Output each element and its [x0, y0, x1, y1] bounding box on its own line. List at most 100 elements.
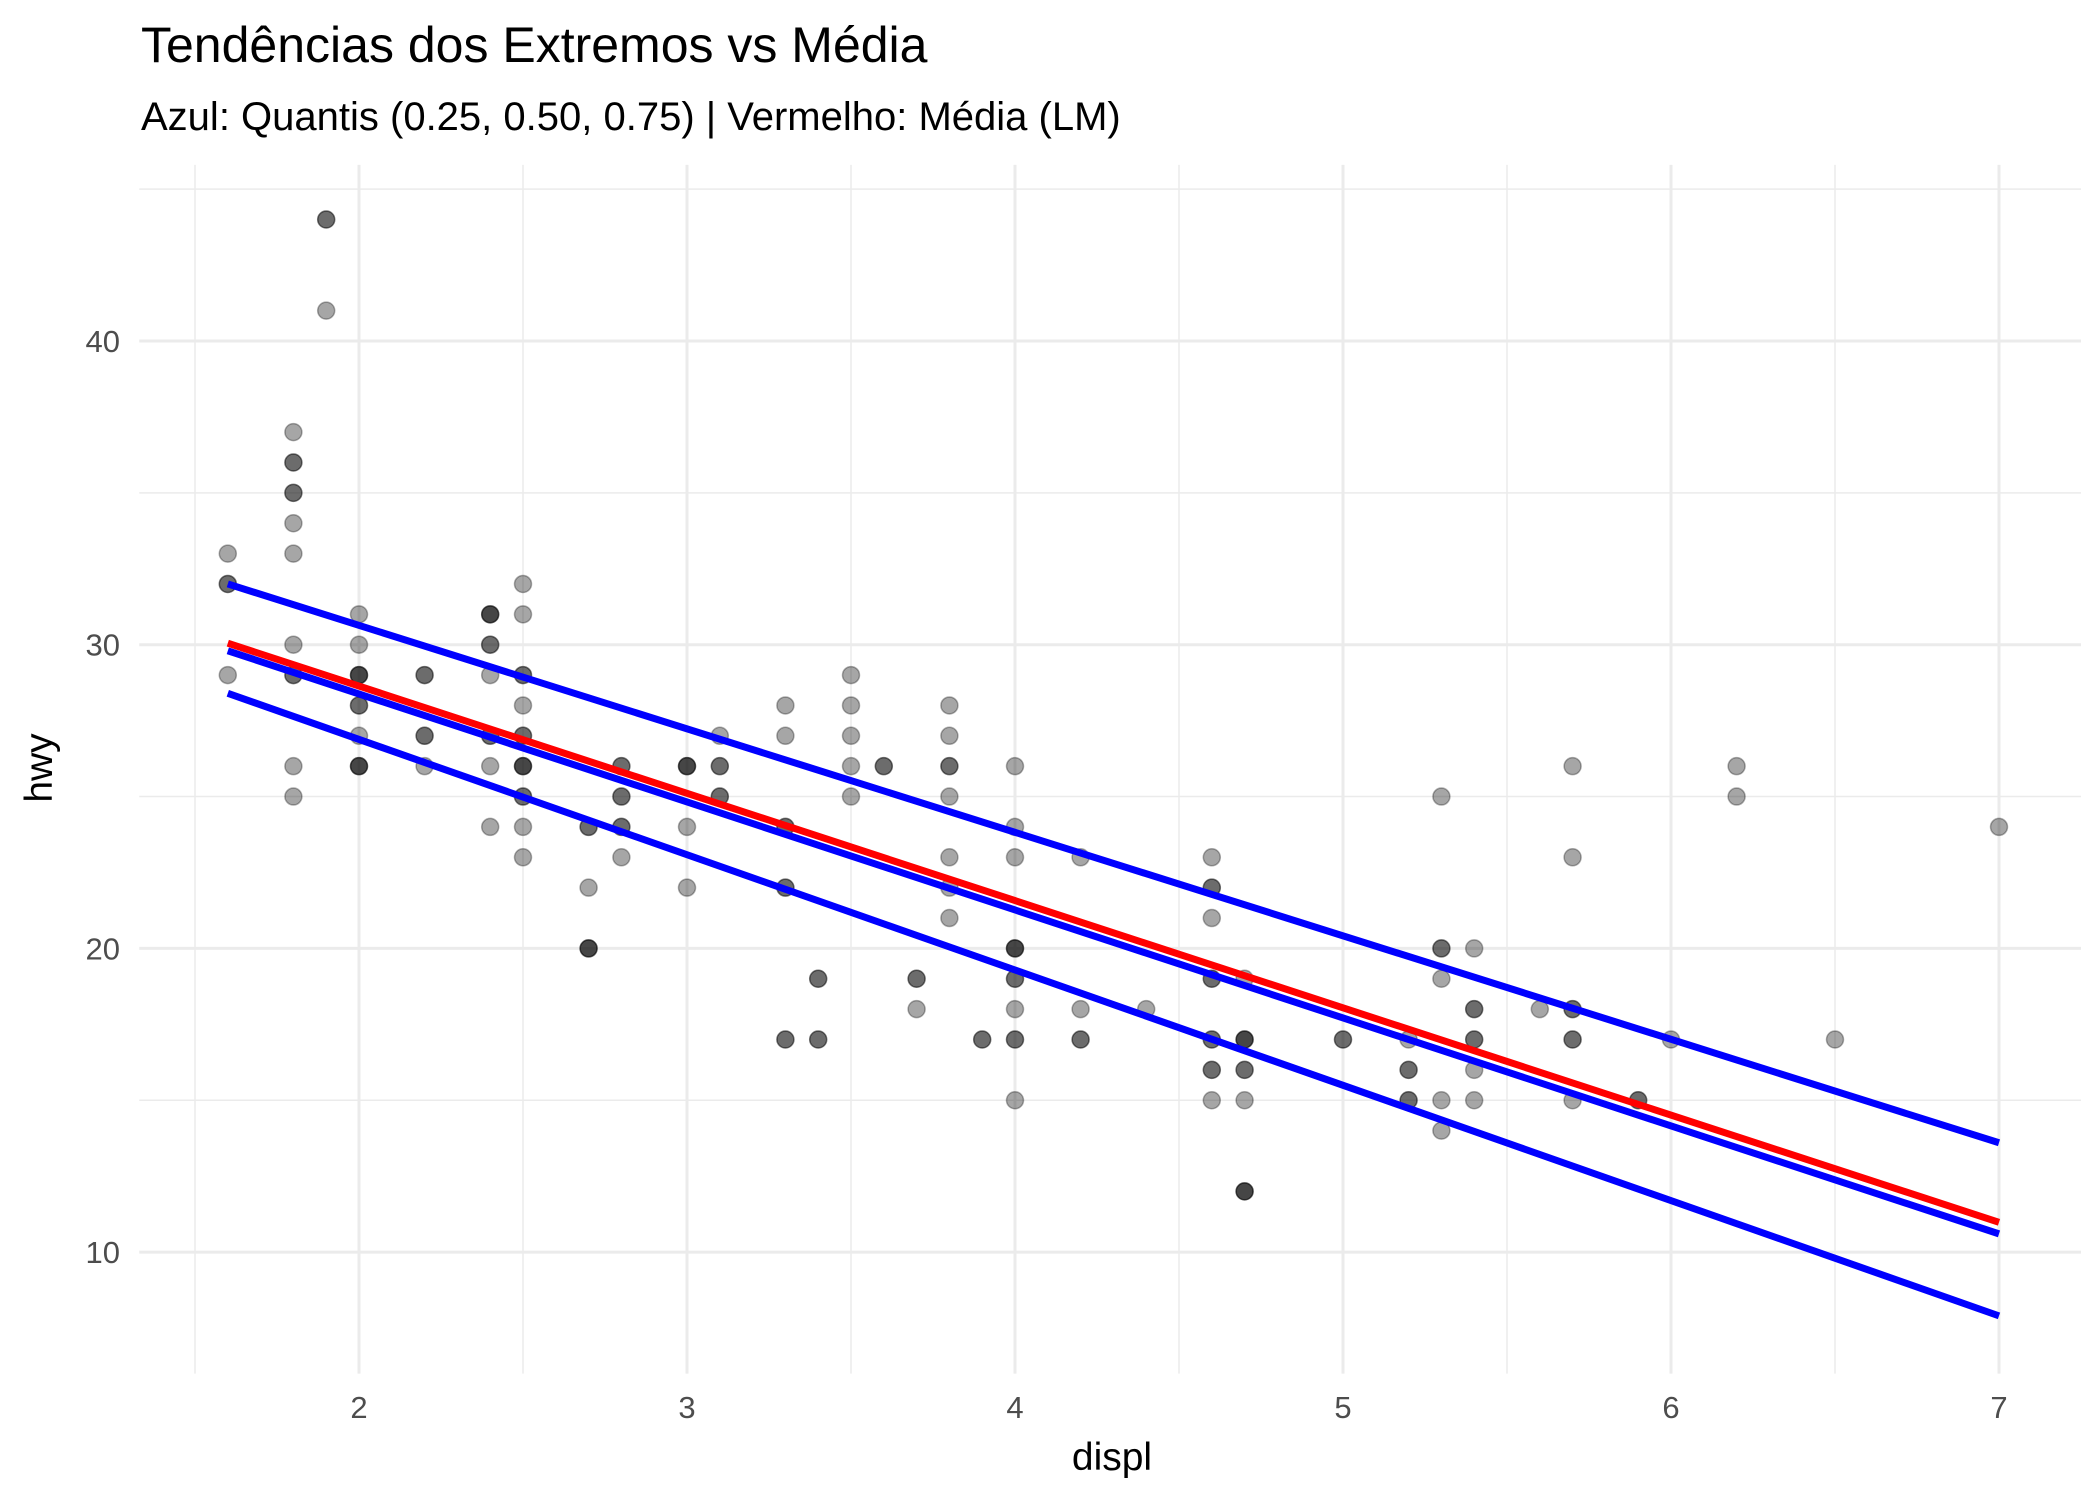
data-point [612, 787, 631, 806]
data-point [1563, 1030, 1582, 1049]
data-point [1464, 1091, 1484, 1110]
chart-title: Tendências dos Extremos vs Média [141, 17, 928, 73]
quantile-line [226, 647, 2001, 1238]
data-point [841, 756, 861, 776]
data-point [415, 726, 434, 746]
data-point [710, 756, 730, 776]
data-point [1432, 939, 1451, 958]
data-point [677, 756, 697, 776]
data-point [972, 1030, 992, 1049]
data-point [1071, 1030, 1090, 1049]
y-tick-label: 30 [86, 628, 120, 663]
data-point [284, 544, 303, 563]
data-point [808, 969, 828, 989]
data-point [1563, 756, 1582, 776]
data-point [907, 999, 926, 1019]
data-point [349, 756, 369, 776]
data-point [284, 635, 303, 654]
x-axis-title: displ [1072, 1436, 1152, 1479]
data-point [940, 756, 959, 776]
data-point [1989, 817, 2009, 837]
data-point [284, 422, 303, 442]
data-point [1727, 787, 1746, 806]
data-point [1825, 1030, 1845, 1049]
data-point [1432, 787, 1451, 806]
data-point [841, 787, 861, 806]
data-point [1005, 1030, 1025, 1049]
data-point [284, 513, 303, 533]
data-point [874, 756, 894, 776]
data-point [1399, 1060, 1418, 1080]
data-point [1563, 848, 1582, 867]
y-tick-label: 40 [86, 324, 120, 359]
data-point [513, 574, 533, 594]
points-layer [218, 210, 2009, 1201]
data-point [1005, 756, 1025, 776]
data-point [1202, 1060, 1222, 1080]
mean-lm-line [226, 639, 2001, 1226]
y-tick-labels: 10 20 30 40 [86, 324, 120, 1270]
data-point [513, 605, 533, 624]
x-tick-label: 5 [1334, 1390, 1351, 1425]
data-point [940, 726, 959, 746]
data-point [513, 817, 533, 837]
data-point [316, 301, 336, 320]
data-point [1235, 1060, 1254, 1080]
data-point [1005, 1091, 1025, 1110]
data-point [480, 605, 500, 624]
data-point [677, 817, 697, 837]
x-tick-label: 2 [350, 1390, 367, 1425]
data-point [513, 756, 533, 776]
data-point [1005, 848, 1025, 867]
data-point [513, 848, 533, 867]
grid [139, 164, 2081, 1374]
data-point [940, 908, 959, 928]
data-point [612, 848, 631, 867]
data-point [1202, 1091, 1222, 1110]
data-point [1235, 1182, 1254, 1201]
data-point [776, 726, 795, 746]
lines-layer [226, 580, 2001, 1320]
data-point [284, 453, 303, 472]
y-tick-label: 10 [86, 1235, 120, 1270]
data-point [218, 544, 238, 563]
data-point [1202, 908, 1222, 928]
x-tick-label: 4 [1006, 1390, 1023, 1425]
data-point [1005, 939, 1025, 958]
data-point [808, 1030, 828, 1049]
data-point [1005, 999, 1025, 1019]
data-point [480, 817, 500, 837]
data-point [1071, 999, 1090, 1019]
data-point [349, 635, 369, 654]
data-point [1432, 1091, 1451, 1110]
data-point [1432, 969, 1451, 989]
data-point [940, 696, 959, 715]
x-tick-label: 3 [678, 1390, 695, 1425]
data-point [1727, 756, 1746, 776]
data-point [776, 1030, 795, 1049]
data-point [776, 696, 795, 715]
data-point [841, 665, 861, 685]
quantile-line [226, 689, 2001, 1320]
data-point [513, 696, 533, 715]
data-point [480, 635, 500, 654]
x-tick-labels: 2 3 4 5 6 7 [350, 1390, 2007, 1425]
data-point [841, 726, 861, 746]
data-point [940, 848, 959, 867]
data-point [284, 483, 303, 503]
y-axis-title: hwy [18, 733, 61, 803]
data-point [415, 665, 434, 685]
x-tick-label: 7 [1990, 1390, 2007, 1425]
y-tick-label: 20 [86, 931, 120, 966]
data-point [677, 878, 697, 897]
chart-subtitle: Azul: Quantis (0.25, 0.50, 0.75) | Verme… [141, 95, 1121, 139]
data-point [940, 787, 959, 806]
data-point [841, 696, 861, 715]
data-point [1464, 999, 1484, 1019]
data-point [1333, 1030, 1353, 1049]
data-point [1464, 939, 1484, 958]
data-point [316, 210, 336, 229]
data-point [218, 665, 238, 685]
data-point [284, 756, 303, 776]
